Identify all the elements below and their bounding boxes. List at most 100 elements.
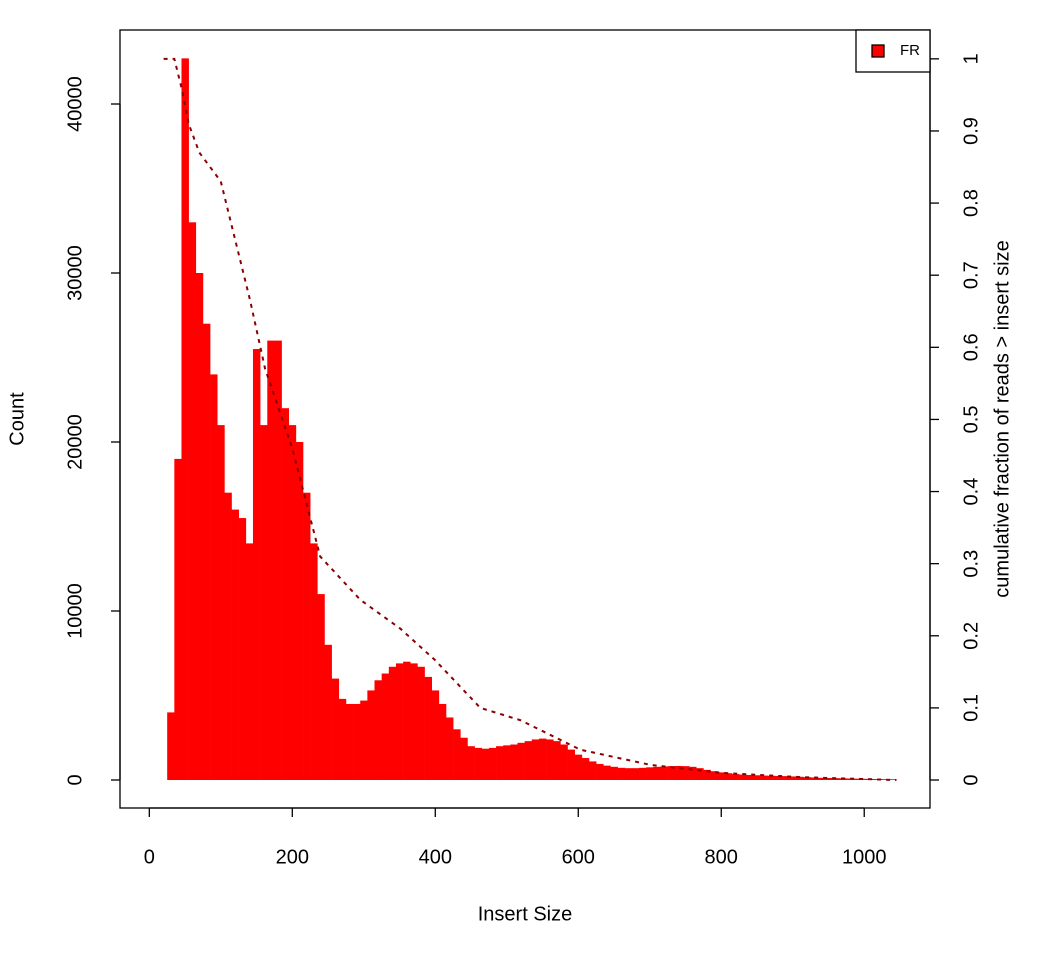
bar: [639, 767, 647, 780]
y2-tick-label: 0.3: [960, 550, 982, 578]
bar: [381, 673, 390, 780]
y2-axis-title: cumulative fraction of reads > insert si…: [991, 240, 1013, 597]
bar: [739, 774, 747, 780]
bar: [882, 779, 890, 780]
bar: [610, 766, 618, 780]
bar: [338, 698, 347, 780]
bar: [817, 777, 826, 780]
bar: [195, 273, 204, 780]
y2-tick-label: 0.8: [960, 189, 982, 217]
bar: [810, 777, 819, 780]
y-tick-label: 20000: [64, 414, 86, 470]
bar: [167, 712, 175, 780]
bar: [403, 661, 411, 780]
legend-label: FR: [900, 42, 920, 59]
bar: [624, 768, 633, 780]
bar: [546, 739, 554, 780]
bar: [453, 729, 461, 780]
bar: [238, 518, 247, 780]
bar: [853, 778, 861, 780]
bar: [460, 737, 468, 780]
bar: [689, 766, 697, 780]
bar: [431, 690, 440, 780]
x-tick-label: 200: [276, 846, 309, 868]
bar: [710, 771, 718, 780]
bar: [731, 774, 740, 780]
bar: [467, 746, 475, 780]
bar: [674, 765, 683, 780]
y-tick-label: 0: [64, 774, 86, 785]
bar: [860, 778, 869, 780]
bar: [681, 766, 690, 780]
bar: [217, 425, 225, 780]
bar: [481, 748, 490, 780]
bar: [753, 775, 761, 780]
bar: [789, 776, 797, 780]
y2-tick-label: 0.9: [960, 117, 982, 145]
bar: [846, 778, 854, 780]
bar: [538, 738, 547, 780]
bar: [517, 742, 525, 780]
bar: [388, 666, 397, 780]
bar: [596, 763, 604, 780]
bar: [889, 779, 897, 780]
bar: [660, 766, 668, 780]
y2-tick-label: 0: [960, 774, 982, 785]
bar: [288, 425, 297, 780]
bar: [267, 340, 275, 780]
bar: [488, 747, 497, 780]
bar: [567, 749, 575, 780]
bar: [503, 745, 511, 780]
bar: [331, 678, 340, 780]
bar: [446, 717, 454, 780]
bar: [345, 703, 354, 780]
bar: [231, 509, 239, 780]
y-tick-label: 40000: [64, 76, 86, 132]
y-tick-label: 30000: [64, 245, 86, 301]
bar: [631, 768, 640, 780]
bar: [560, 744, 568, 780]
bar: [224, 492, 232, 780]
x-tick-label: 400: [419, 846, 452, 868]
bar: [617, 767, 626, 780]
bar: [746, 774, 754, 780]
bar: [395, 663, 404, 780]
bar: [410, 663, 418, 780]
bar: [367, 690, 375, 780]
bar: [803, 777, 811, 780]
bar: [360, 700, 368, 780]
bar: [588, 761, 597, 780]
bar: [353, 703, 361, 780]
bar: [603, 765, 611, 780]
bar: [782, 776, 790, 780]
y2-tick-label: 0.7: [960, 261, 982, 289]
y-tick-label: 10000: [64, 583, 86, 639]
y2-tick-label: 0.1: [960, 694, 982, 722]
y2-tick-label: 0.2: [960, 622, 982, 650]
bar: [696, 768, 704, 780]
y2-tick-label: 0.6: [960, 333, 982, 361]
bar: [303, 492, 311, 780]
bar: [717, 772, 726, 780]
bar: [317, 594, 325, 780]
bar: [188, 222, 197, 780]
bar: [510, 744, 518, 780]
bar: [531, 739, 540, 780]
bar: [245, 543, 254, 780]
bar: [281, 408, 290, 780]
bar: [274, 340, 282, 780]
bar: [252, 349, 261, 780]
bar: [210, 374, 218, 780]
x-axis-title: Insert Size: [478, 903, 572, 925]
bar: [324, 644, 332, 780]
bar: [496, 746, 504, 780]
bar: [760, 775, 769, 780]
bar: [417, 666, 425, 780]
bar: [474, 747, 483, 780]
bar: [181, 58, 189, 780]
bar: [374, 680, 382, 780]
y2-tick-label: 0.4: [960, 478, 982, 506]
bar: [796, 776, 804, 780]
